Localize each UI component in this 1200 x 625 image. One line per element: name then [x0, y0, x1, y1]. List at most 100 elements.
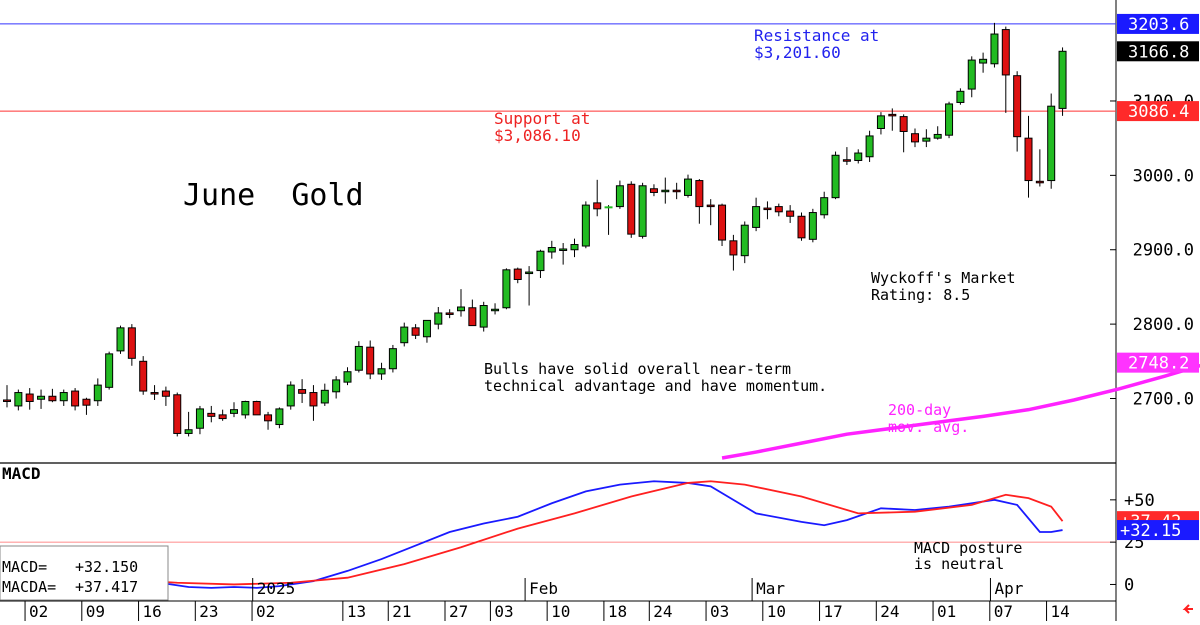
day-label: 27: [449, 602, 468, 621]
price-tick-label: 3000.0: [1133, 166, 1194, 186]
candle-body: [195, 408, 204, 429]
candle-body: [638, 185, 647, 237]
macda-readout-label: MACDA=: [2, 578, 56, 596]
commentary-line1: Bulls have solid overall near-term: [484, 360, 791, 378]
macd-readout-box: [0, 545, 169, 601]
candle-body: [218, 414, 227, 420]
candle-body: [979, 58, 988, 64]
candle-body: [695, 180, 704, 208]
candle-body: [774, 206, 783, 213]
candle-body: [525, 271, 534, 275]
candle-body: [264, 414, 273, 422]
level-lines: [0, 23, 1116, 543]
candle-body: [127, 327, 136, 359]
candle-body: [298, 389, 307, 394]
day-label: 23: [199, 602, 218, 621]
axes: 3100.03000.02900.02800.02700.03203.63166…: [24, 13, 1199, 621]
candle-body: [309, 392, 318, 407]
chart-title: June Gold: [183, 178, 364, 213]
candle-body: [93, 384, 102, 402]
candle-body: [752, 206, 761, 228]
day-label: 24: [880, 602, 899, 621]
candle-body: [1035, 180, 1044, 184]
day-label: 07: [994, 602, 1013, 621]
candle-body: [105, 353, 114, 388]
day-label: 02: [29, 602, 48, 621]
candle-body: [649, 188, 658, 193]
price-label-text: 3166.8: [1128, 42, 1189, 62]
candle-body: [718, 204, 727, 241]
candle-body: [48, 395, 57, 402]
ma-label-line2: mov. avg.: [888, 418, 969, 436]
scroll-left-arrow-icon[interactable]: [1182, 604, 1193, 614]
candle-body: [615, 185, 624, 208]
support-label-line2: $3,086.10: [494, 126, 581, 145]
macd-tick-label: +50: [1124, 491, 1155, 511]
candle-body: [513, 268, 522, 280]
candle-body: [161, 390, 170, 397]
candle-body: [820, 197, 829, 216]
candle-body: [1001, 29, 1010, 76]
price-label-box: [1117, 352, 1199, 373]
price-label-box: [1117, 41, 1199, 62]
candle-body: [706, 204, 715, 208]
price-tick-label: 2900.0: [1133, 241, 1194, 261]
candle-body: [434, 312, 443, 325]
candle-body: [763, 207, 772, 211]
candle-body: [945, 103, 954, 136]
day-label: 16: [143, 602, 162, 621]
candle-body: [502, 269, 511, 309]
candle-body: [854, 152, 863, 161]
candle-body: [1013, 75, 1022, 138]
day-label: 01: [937, 602, 956, 621]
resistance-label-line2: $3,201.60: [754, 43, 841, 62]
rating-label-line2: Rating: 8.5: [871, 286, 970, 304]
candle-body: [865, 135, 874, 158]
macd-label-box: [1117, 520, 1199, 541]
candles: [3, 22, 1067, 437]
annotations: June Gold Resistance at $3,201.60 Suppor…: [0, 26, 1022, 601]
candle-body: [457, 306, 465, 312]
month-label: Feb: [529, 579, 558, 598]
candle-body: [59, 392, 68, 402]
candle-body: [797, 215, 806, 239]
candle-body: [286, 384, 295, 407]
candle-body: [627, 183, 636, 235]
macda-line: [6, 480, 1064, 586]
resistance-label-line1: Resistance at: [754, 26, 879, 45]
candle-body: [911, 133, 919, 143]
day-label: 02: [256, 602, 275, 621]
price-tick-label: 2700.0: [1133, 389, 1194, 409]
commentary-line2: technical advantage and have momentum.: [484, 377, 827, 395]
candle-body: [786, 210, 795, 217]
candle-body: [1047, 105, 1056, 182]
day-label: 18: [608, 602, 627, 621]
macd-readout-value: +32.150: [75, 558, 138, 576]
month-label: Mar: [756, 579, 785, 598]
macd-note-line1: MACD posture: [914, 539, 1022, 557]
candle-body: [71, 390, 80, 407]
candle-body: [445, 312, 454, 315]
candle-body: [842, 159, 851, 162]
moving-average: [721, 363, 1200, 460]
month-label: Apr: [994, 579, 1023, 598]
month-label: 2025: [257, 579, 296, 598]
macd-readout-label: MACD=: [2, 558, 47, 576]
ma-label-line1: 200-day: [888, 401, 951, 419]
day-label: 09: [86, 602, 105, 621]
day-label: 21: [392, 602, 411, 621]
candle-body: [593, 202, 602, 210]
candle-body: [411, 327, 420, 336]
support-label-line1: Support at: [494, 109, 590, 128]
candle-body: [241, 400, 250, 416]
candle-body: [990, 33, 999, 65]
candle-body: [808, 212, 817, 240]
day-label: 17: [824, 602, 843, 621]
macd-note-line2: is neutral: [914, 555, 1004, 573]
candle-body: [320, 389, 329, 404]
candle-body: [366, 346, 375, 375]
price-label-text: 2748.2: [1128, 354, 1189, 374]
candle-body: [332, 379, 341, 393]
candle-body: [536, 250, 545, 272]
